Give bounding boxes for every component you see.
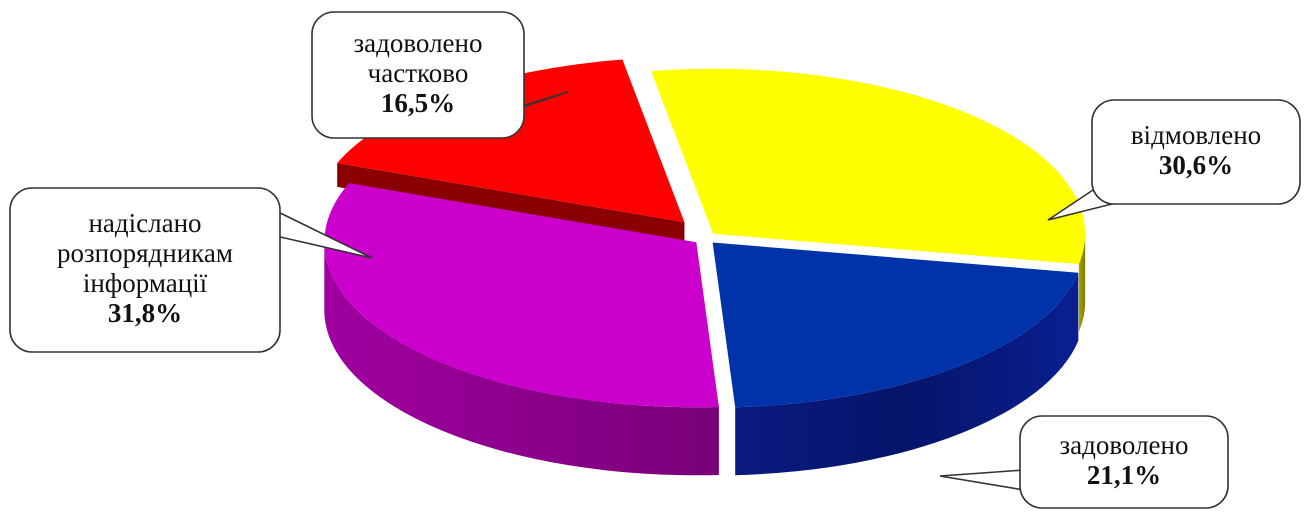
callout-label-line: розпорядникам [57, 238, 233, 268]
callout-box [9, 187, 281, 353]
callout-label-line: задоволено [353, 28, 482, 58]
pie-slice-side [735, 272, 1079, 476]
pie-slice-side [1078, 233, 1086, 333]
callout-value: 30,6% [1159, 150, 1233, 180]
callout-box [1091, 99, 1301, 205]
callout-label-line: відмовлено [1131, 120, 1261, 150]
pie-slice-3 [712, 242, 1079, 408]
callouts: задоволеночастково16,5%відмовлено30,6%за… [9, 11, 1301, 509]
callout-value: 16,5% [381, 88, 455, 118]
callout-label-line: інформації [83, 268, 208, 298]
callout-value: 31,8% [108, 298, 182, 328]
pie-slice-tops [324, 59, 1086, 408]
callout-label-line: задоволено [1059, 430, 1188, 460]
callout-label-line: надіслано [88, 208, 201, 238]
pie-slice-side [324, 242, 719, 476]
pie-slice-4 [324, 183, 719, 408]
callout-label-line: частково [368, 58, 469, 88]
callout-box [1019, 415, 1229, 509]
pie-slice-cut-face [337, 163, 685, 247]
pie-slice-2 [651, 68, 1086, 265]
callout-box [311, 11, 525, 139]
callout-value: 21,1% [1087, 460, 1161, 490]
pie-slice-1 [337, 59, 685, 223]
pie-slice-sides [324, 163, 1086, 476]
